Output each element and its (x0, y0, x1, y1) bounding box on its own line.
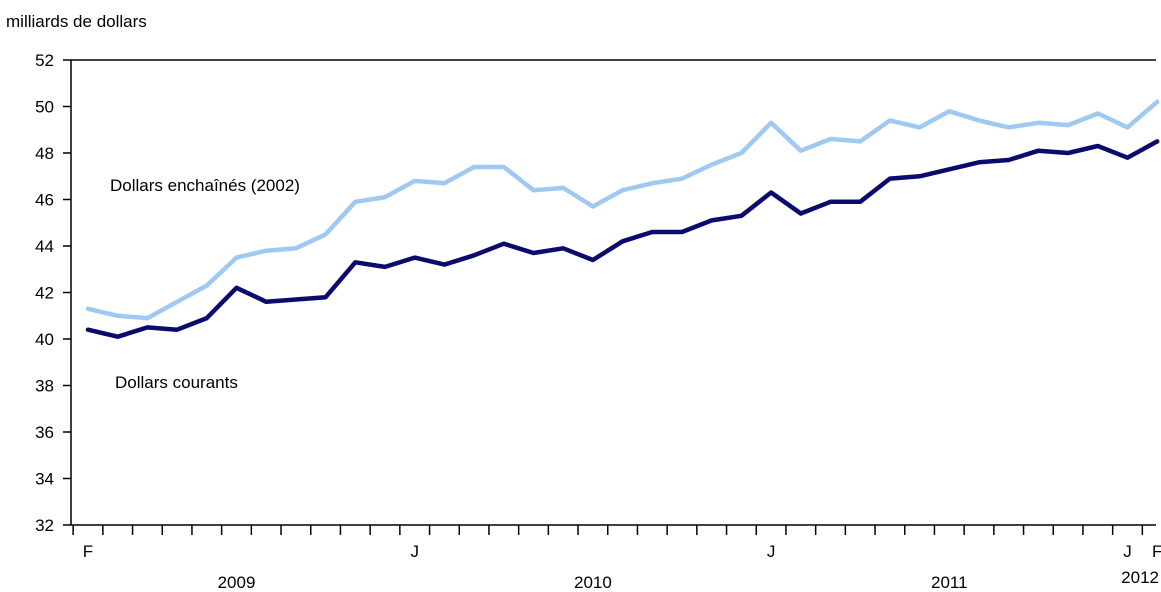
y-tick-label: 36 (35, 423, 54, 442)
y-tick-label: 44 (35, 237, 54, 256)
series-label-chained-dollars: Dollars enchaînés (2002) (110, 176, 300, 195)
series-lines (85, 99, 1160, 339)
y-axis-unit-label: milliards de dollars (6, 12, 147, 31)
y-tick-label: 42 (35, 284, 54, 303)
x-year-label: 2011 (931, 573, 968, 592)
y-tick-label: 52 (35, 51, 54, 70)
y-tick-label: 38 (35, 377, 54, 396)
x-tick-label: J (1123, 542, 1132, 561)
y-tick-label: 34 (35, 470, 54, 489)
x-year-label: 2009 (218, 573, 256, 592)
x-axis-ticks: F J J J F 2009 2010 2011 2012 (72, 525, 1161, 592)
x-tick-label: J (767, 542, 776, 561)
y-tick-label: 32 (35, 516, 54, 535)
x-year-label: 2012 (1121, 568, 1159, 587)
series-line-chained-dollars (85, 99, 1160, 321)
series-label-current-dollars: Dollars courants (115, 373, 238, 392)
x-tick-label: J (410, 542, 419, 561)
x-tick-label: F (1152, 542, 1161, 561)
x-year-label: 2010 (574, 573, 612, 592)
y-axis-ticks: 32 34 36 38 40 42 44 46 48 50 52 (35, 51, 71, 535)
series-line-current-dollars (85, 139, 1160, 339)
y-tick-label: 48 (35, 144, 54, 163)
y-tick-label: 46 (35, 191, 54, 210)
x-tick-label: F (83, 542, 93, 561)
y-tick-label: 40 (35, 330, 54, 349)
y-tick-label: 50 (35, 98, 54, 117)
